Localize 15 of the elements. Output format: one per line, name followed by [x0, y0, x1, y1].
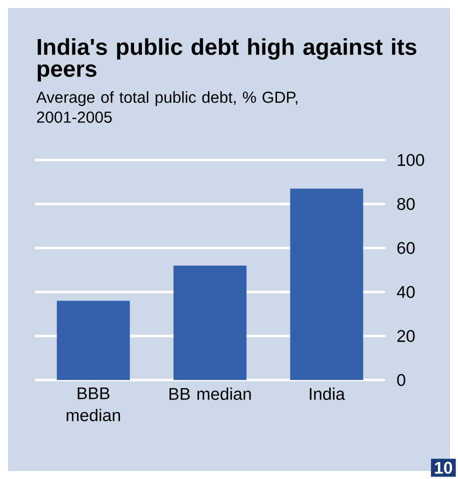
x-tick-label: BBB median [66, 388, 120, 422]
y-tick-label: 60 [397, 242, 415, 254]
bar [56, 300, 130, 380]
bar [290, 188, 364, 380]
y-tick-label: 80 [397, 198, 415, 210]
bar [174, 266, 246, 380]
chart-subtitle: Average of total public debt, % GDP, 2001-2005 [36, 91, 298, 123]
x-tick-label: BB median [169, 388, 251, 400]
y-tick-label: 20 [397, 330, 415, 342]
x-tick-label: India [310, 388, 346, 400]
y-tick-label: 0 [397, 374, 406, 386]
chart-title: India's public debt high against its peers [38, 38, 416, 82]
text: 10 [435, 462, 452, 474]
y-tick-label: 100 [398, 154, 424, 166]
y-tick-label: 40 [396, 286, 415, 298]
